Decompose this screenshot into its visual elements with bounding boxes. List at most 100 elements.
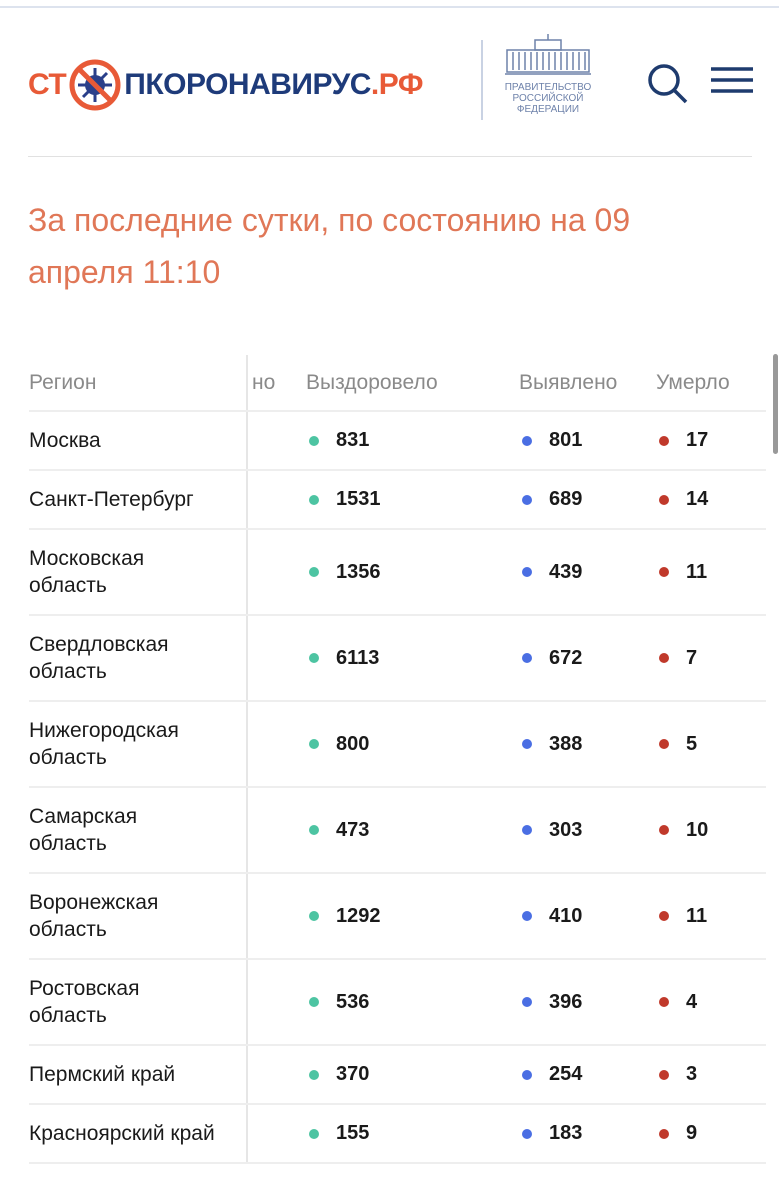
stat-cell: 410: [519, 873, 656, 960]
stat-cell: 689: [519, 470, 656, 530]
status-dot: [659, 739, 669, 749]
search-icon[interactable]: [646, 62, 690, 106]
status-dot: [659, 435, 669, 446]
header-separator: [481, 40, 483, 120]
stat-value: 183: [519, 1120, 656, 1147]
stat-number: 672: [549, 646, 583, 669]
column-header: Регион: [29, 355, 247, 412]
region-name: Санкт-Петербург: [29, 470, 247, 530]
region-name: Нижегородская область: [29, 701, 247, 788]
region-name: Красноярский край: [29, 1104, 247, 1164]
table-row: Воронежская область 1292 410 11: [29, 873, 766, 960]
hidden-column: [246, 470, 306, 530]
stat-number: 1292: [336, 904, 381, 927]
scrollbar[interactable]: [773, 354, 778, 454]
stat-number: 3: [686, 1063, 698, 1085]
stat-cell: 473: [306, 787, 519, 874]
stat-value: 5: [656, 731, 766, 758]
stat-cell: 3: [656, 1045, 766, 1105]
stat-cell: 17: [656, 411, 766, 471]
stat-number: 1531: [336, 488, 381, 510]
stat-value: 396: [519, 989, 656, 1016]
site-logo[interactable]: СТ ПКОРОНАВИРУС .РФ: [28, 58, 423, 112]
hidden-column: [246, 411, 306, 471]
hidden-column: [246, 529, 306, 616]
stat-value: 800: [306, 731, 519, 758]
stat-cell: 396: [519, 959, 656, 1046]
hidden-column: [246, 1104, 306, 1164]
status-dot: [659, 825, 669, 835]
stat-cell: 1531: [306, 470, 519, 530]
stat-cell: 303: [519, 787, 656, 874]
stat-number: 1356: [336, 560, 381, 583]
stat-value: 1356: [306, 559, 519, 586]
status-dot: [309, 653, 319, 663]
government-text: ПРАВИТЕЛЬСТВО: [504, 82, 592, 93]
stat-cell: 536: [306, 959, 519, 1046]
stat-value: 6113: [306, 645, 519, 672]
region-name: Московская область: [29, 529, 247, 616]
stat-cell: 801: [519, 411, 656, 471]
status-dot: [309, 1069, 319, 1080]
status-dot: [522, 739, 532, 749]
government-text: ФЕДЕРАЦИИ: [516, 104, 580, 115]
stat-value: 17: [656, 427, 766, 454]
page-title: За последние сутки, по состоянию на 09 а…: [28, 202, 631, 290]
virus-icon: [69, 59, 121, 111]
status-dot: [659, 567, 669, 577]
stat-value: 388: [519, 731, 656, 758]
stat-value: 11: [656, 903, 766, 930]
stat-cell: 14: [656, 470, 766, 530]
stat-value: 801: [519, 427, 656, 454]
menu-icon[interactable]: [710, 66, 754, 96]
status-dot: [659, 1069, 669, 1080]
region-name: Пермский край: [29, 1045, 247, 1105]
stat-cell: 4: [656, 959, 766, 1046]
table-header: Регион но Выздоровело Выявлено Умерло: [29, 355, 766, 412]
stat-number: 7: [686, 646, 698, 669]
stat-value: 14: [656, 486, 766, 513]
stat-cell: 1356: [306, 529, 519, 616]
status-dot: [309, 825, 319, 835]
stat-number: 800: [336, 732, 370, 755]
table-row: Московская область 1356 439 11: [29, 529, 766, 616]
header-divider: [28, 156, 752, 157]
stat-value: 3: [656, 1061, 766, 1088]
stat-value: 303: [519, 817, 656, 844]
stat-value: 672: [519, 645, 656, 672]
region-name: Ростовская область: [29, 959, 247, 1046]
status-dot: [659, 997, 669, 1007]
government-building: [505, 34, 591, 75]
stat-number: 689: [549, 488, 583, 510]
region-name: Свердловская область: [29, 615, 247, 702]
stat-number: 388: [549, 732, 583, 755]
region-name: Самарская область: [29, 787, 247, 874]
stat-number: 439: [549, 560, 583, 583]
stat-number: 254: [549, 1063, 583, 1085]
stat-value: 4: [656, 989, 766, 1016]
stat-number: 14: [686, 488, 709, 510]
stat-number: 10: [686, 818, 709, 841]
stat-cell: 439: [519, 529, 656, 616]
table-row: Пермский край 370 254 3: [29, 1045, 766, 1105]
table-row: Москва 831 801 17: [29, 411, 766, 471]
stat-cell: 10: [656, 787, 766, 874]
government-logo[interactable]: ПРАВИТЕЛЬСТВО РОССИЙСКОЙ ФЕДЕРАЦИИ: [500, 34, 596, 115]
status-dot: [309, 567, 319, 577]
stat-cell: 183: [519, 1104, 656, 1164]
column-header: но: [246, 355, 306, 412]
table-row: Нижегородская область 800 388 5: [29, 701, 766, 788]
stat-number: 155: [336, 1122, 370, 1144]
status-dot: [309, 494, 319, 505]
status-dot: [309, 435, 319, 446]
stat-number: 11: [686, 560, 708, 583]
government-text: РОССИЙСКОЙ: [512, 93, 584, 104]
column-header: Выявлено: [519, 355, 656, 412]
stat-cell: 1292: [306, 873, 519, 960]
stat-value: 11: [656, 559, 766, 586]
stat-value: 1531: [306, 486, 519, 513]
stat-value: 10: [656, 817, 766, 844]
table-row: Свердловская область 6113 672 7: [29, 615, 766, 702]
stat-cell: 11: [656, 873, 766, 960]
status-dot: [522, 435, 532, 446]
